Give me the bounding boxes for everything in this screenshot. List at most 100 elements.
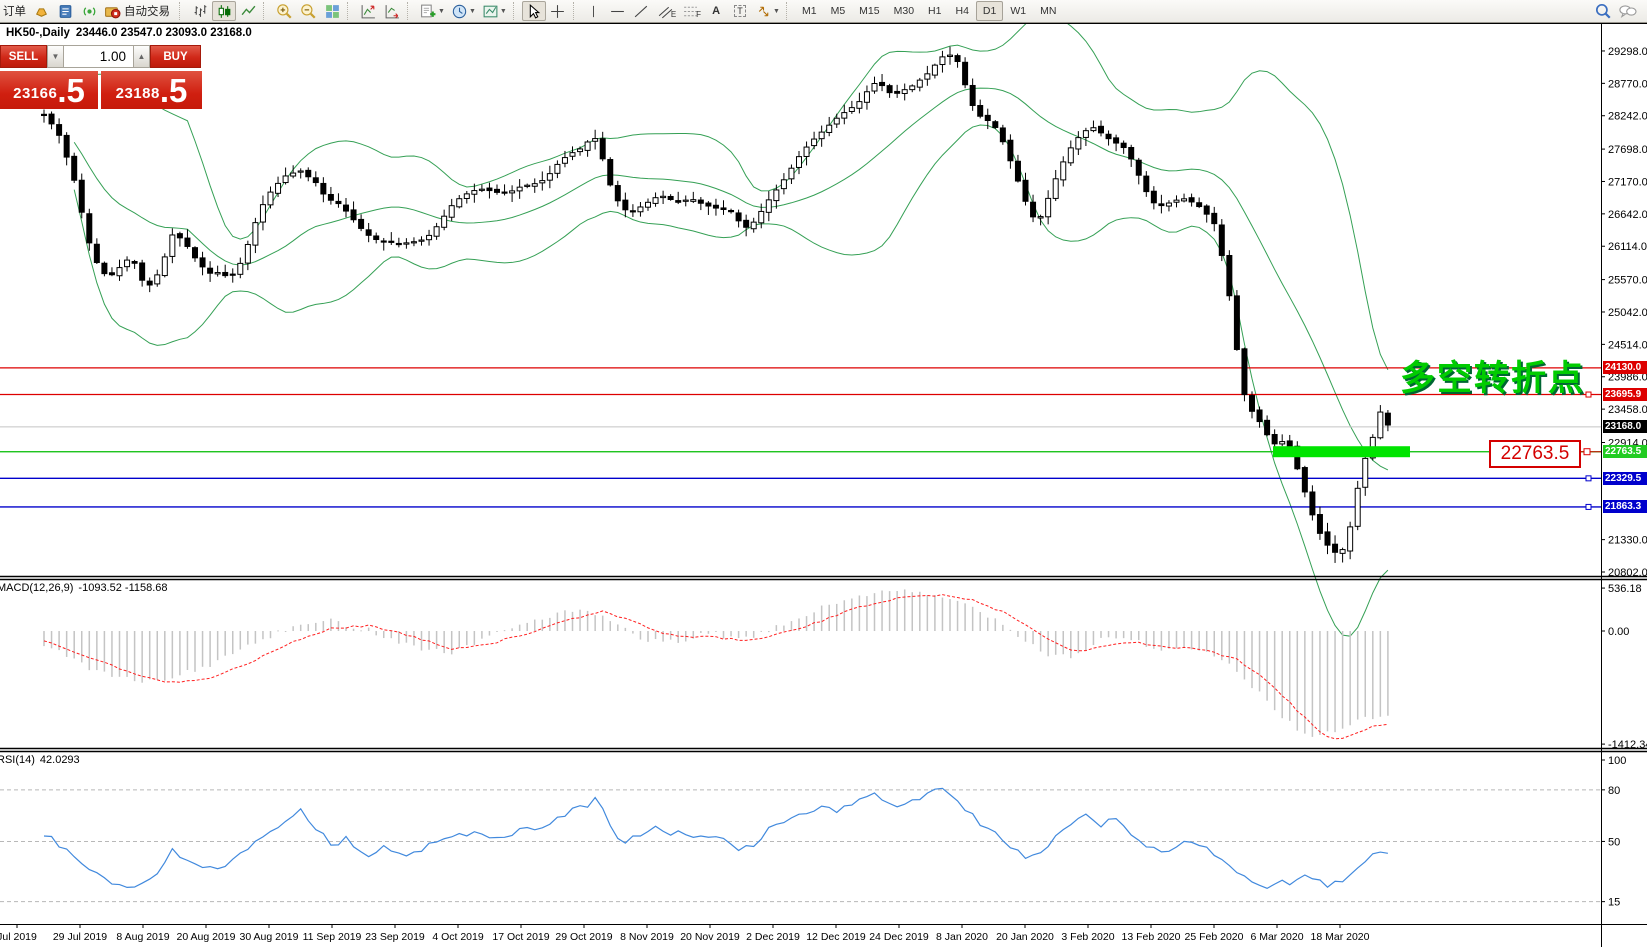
triangle-down-icon: ▼ [51,52,60,61]
timeframe-h4[interactable]: H4 [955,5,969,17]
channel-tool[interactable]: E [654,1,679,21]
svg-text:29 Oct 2019: 29 Oct 2019 [555,931,612,943]
triangle-up-icon: ▲ [137,52,146,61]
trendline-tool[interactable] [630,1,654,21]
new-chart-icon[interactable]: ▼ [416,1,448,21]
svg-text:26642.0: 26642.0 [1608,209,1647,221]
zoom-in-icon[interactable] [272,1,296,21]
timeframe-m5[interactable]: M5 [830,5,846,17]
buy-price-button[interactable]: 23188.5 [101,71,202,109]
one-click-trading-panel: SELL ▼ 1.00 ▲ BUY 23166.5 23188.5 [0,45,203,109]
auto-scroll-icon[interactable] [380,1,404,21]
text-tool[interactable]: A [712,5,721,17]
toolbar-separator [263,2,269,20]
svg-text:15: 15 [1608,897,1620,909]
svg-text:536.18: 536.18 [1608,583,1642,595]
svg-text:30 Aug 2019: 30 Aug 2019 [240,931,299,943]
macd-indicator-label: MACD(12,26,9) -1093.52 -1158.68 [0,582,168,594]
svg-text:23458.0: 23458.0 [1608,404,1647,416]
hline-price-badge: 22763.5 [1603,445,1647,459]
sell-price-main: 23166 [13,85,58,102]
timeframe-m30[interactable]: M30 [893,5,915,17]
gold-icon[interactable] [29,1,53,21]
toolbar-separator [347,2,353,20]
periods-icon[interactable]: ▼ [448,1,479,21]
crosshair-tool[interactable] [546,1,570,21]
zoom-out-icon[interactable] [296,1,320,21]
toolbar-separator [179,2,185,20]
news-icon[interactable] [53,1,77,21]
line-chart-icon[interactable] [236,1,260,21]
chat-icon[interactable] [1615,1,1641,21]
hline-price-badge: 21863.3 [1603,500,1647,514]
buy-price-pip: .5 [159,72,188,109]
svg-text:25 Feb 2020: 25 Feb 2020 [1185,931,1244,943]
svg-text:2 Dec 2019: 2 Dec 2019 [746,931,800,943]
timeframe-w1[interactable]: W1 [1010,5,1027,17]
svg-text:Jul 2019: Jul 2019 [0,931,37,943]
svg-text:-1412.34: -1412.34 [1608,739,1647,751]
sell-price-button[interactable]: 23166.5 [0,71,98,109]
signal-icon[interactable] [77,1,101,21]
svg-text:27170.0: 27170.0 [1608,176,1647,188]
arrows-tool[interactable]: ▼ [752,1,783,21]
toolbar-separator [785,2,792,20]
svg-text:20802.0: 20802.0 [1608,567,1647,579]
buy-button[interactable]: BUY [150,45,201,68]
svg-text:8 Jan 2020: 8 Jan 2020 [936,931,988,943]
toolbar-separator [572,2,579,20]
templates-icon[interactable]: ▼ [479,1,510,21]
tile-windows-icon[interactable] [320,1,344,21]
support-price-label[interactable]: 22763.5 [1489,440,1581,468]
cursor-tool[interactable] [521,1,546,21]
bull-bear-turning-point-annotation[interactable]: 多空转折点 [1400,359,1586,399]
timeframe-m1[interactable]: M1 [801,5,817,17]
svg-text:25570.0: 25570.0 [1608,275,1647,287]
timeframe-mn[interactable]: MN [1040,5,1057,17]
rsi-indicator-label: RSI(14) 42.0293 [0,754,80,766]
chart-shift-icon[interactable] [356,1,380,21]
search-icon[interactable] [1591,1,1615,21]
volume-decrease-button[interactable]: ▼ [47,45,64,68]
chevron-down-icon: ▼ [468,7,476,15]
support-highlight-bar [1273,446,1410,458]
candlestick-chart-icon[interactable] [212,1,236,21]
timeframe-d1[interactable]: D1 [975,1,1004,21]
volume-input[interactable]: 1.00 [64,45,133,68]
svg-text:25042.0: 25042.0 [1608,307,1647,319]
auto-trading-button[interactable]: 自动交易 [101,1,176,21]
svg-text:3 Feb 2020: 3 Feb 2020 [1061,931,1114,943]
svg-text:17 Oct 2019: 17 Oct 2019 [492,931,549,943]
svg-text:80: 80 [1608,785,1620,797]
svg-text:0.00: 0.00 [1608,626,1629,638]
timeframe-h1[interactable]: H1 [928,5,942,17]
svg-text:29298.0: 29298.0 [1608,46,1647,58]
svg-text:20 Jan 2020: 20 Jan 2020 [996,931,1054,943]
svg-text:11 Sep 2019: 11 Sep 2019 [303,931,362,943]
symbol-period-label: HK50-,Daily [6,27,70,39]
svg-text:50: 50 [1608,836,1620,848]
timeframe-m15[interactable]: M15 [859,5,880,17]
horizontal-line-tool[interactable] [606,1,630,21]
auto-trading-icon [105,6,121,18]
vertical-line-tool[interactable] [582,1,606,21]
new-order-button[interactable]: 订单 [3,6,26,18]
chevron-down-icon: ▼ [773,7,780,15]
ohlc-values: 23446.0 23547.0 23093.0 23168.0 [75,27,252,39]
svg-text:23 Sep 2019: 23 Sep 2019 [365,931,425,943]
bar-chart-icon[interactable] [188,1,212,21]
sell-price-pip: .5 [57,72,85,109]
toolbar-separator [512,2,519,20]
chart-ohlc-title: HK50-,Daily 23446.0 23547.0 23093.0 23168… [6,27,252,39]
sell-button[interactable]: SELL [0,45,47,68]
hline-price-badge: 22329.5 [1603,471,1647,485]
volume-increase-button[interactable]: ▲ [133,45,150,68]
svg-text:20 Nov 2019: 20 Nov 2019 [680,931,740,943]
text-label-tool[interactable]: T [728,1,752,21]
fibonacci-tool[interactable]: F [679,1,704,21]
svg-text:8 Aug 2019: 8 Aug 2019 [116,931,169,943]
svg-text:27698.0: 27698.0 [1608,144,1647,156]
svg-text:20 Aug 2019: 20 Aug 2019 [177,931,236,943]
svg-text:100: 100 [1608,755,1626,767]
